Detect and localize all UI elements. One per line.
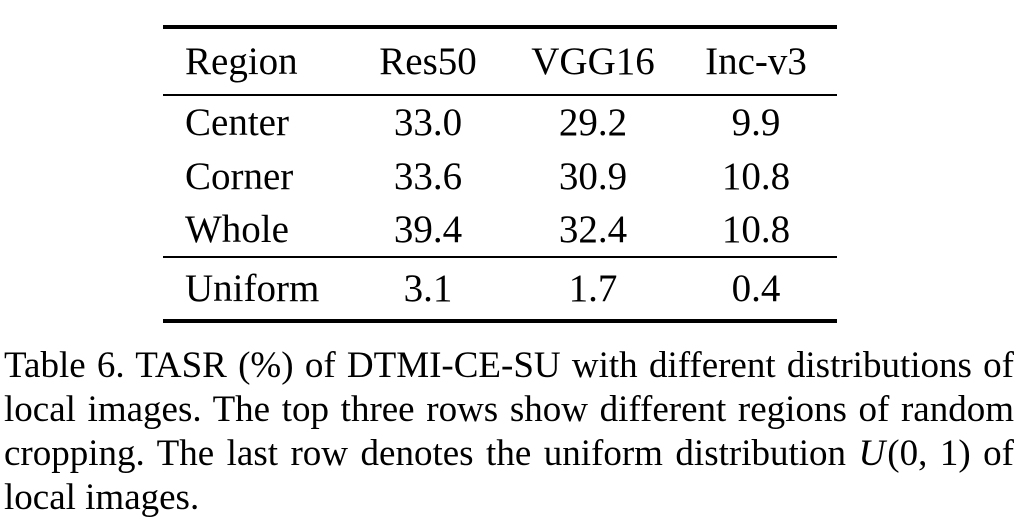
cell-whole-vgg16: 32.4 <box>558 208 628 251</box>
column-header-vgg16: VGG16 <box>531 40 655 83</box>
caption-line-3: cropping. The last row denotes the unifo… <box>4 432 1014 476</box>
row-whole: Whole 39.4 32.4 10.8 <box>163 203 837 257</box>
cell-uniform-incv3: 0.4 <box>731 267 781 310</box>
header-row: Region Res50 VGG16 Inc-v3 <box>163 27 837 95</box>
cell-center-res50: 33.0 <box>393 101 463 144</box>
cell-whole-label: Whole <box>185 208 289 251</box>
distribution-args: (0, 1) <box>887 433 971 474</box>
region-rows: Center 33.0 29.2 9.9 Corner 33.6 30.9 10… <box>163 95 837 257</box>
cell-whole-res50: 39.4 <box>393 208 463 251</box>
cell-center-label: Center <box>185 101 289 144</box>
caption-line-1: Table 6. TASR (%) of DTMI-CE-SU with dif… <box>4 345 1014 386</box>
column-header-region: Region <box>185 40 298 83</box>
cell-corner-vgg16: 30.9 <box>558 154 628 198</box>
cell-uniform-vgg16: 1.7 <box>568 267 618 310</box>
caption-line-4: local images. <box>4 477 200 518</box>
table-header: Region Res50 VGG16 Inc-v3 <box>163 27 837 95</box>
uniform-section: Uniform 3.1 1.7 0.4 <box>163 257 837 321</box>
cell-center-incv3: 9.9 <box>731 101 781 144</box>
caption-line-3-text: cropping. The last row denotes the unifo… <box>4 433 859 474</box>
row-uniform: Uniform 3.1 1.7 0.4 <box>163 257 837 321</box>
cell-center-vgg16: 29.2 <box>558 101 628 144</box>
column-header-res50: Res50 <box>379 40 477 83</box>
column-header-incv3: Inc-v3 <box>705 40 807 83</box>
row-corner: Corner 33.6 30.9 10.8 <box>163 149 837 203</box>
cell-corner-res50: 33.6 <box>393 154 463 198</box>
row-center: Center 33.0 29.2 9.9 <box>163 95 837 149</box>
cell-uniform-label: Uniform <box>185 267 320 310</box>
cell-corner-label: Corner <box>185 154 294 198</box>
results-table: Region Res50 VGG16 Inc-v3 Center 33.0 29… <box>163 25 837 323</box>
table-caption: Table 6. TASR (%) of DTMI-CE-SU with dif… <box>4 344 1014 520</box>
caption-line-3-tail: of <box>970 433 1014 474</box>
cell-whole-incv3: 10.8 <box>721 208 791 251</box>
script-u-symbol: U <box>858 433 886 474</box>
caption-line-2: local images. The top three rows show di… <box>4 389 1014 430</box>
cell-corner-incv3: 10.8 <box>721 154 791 198</box>
cell-uniform-res50: 3.1 <box>403 267 453 310</box>
